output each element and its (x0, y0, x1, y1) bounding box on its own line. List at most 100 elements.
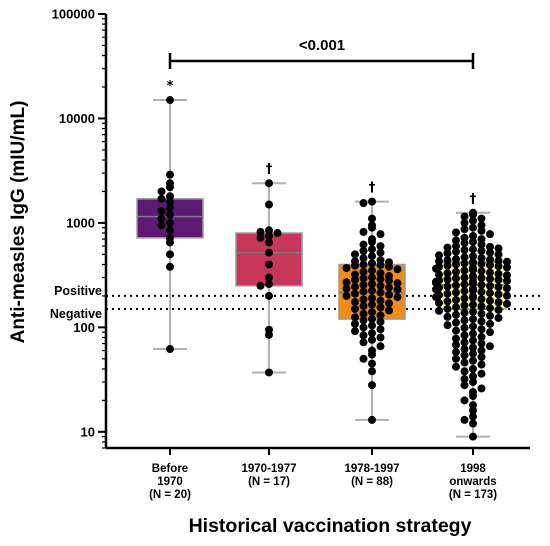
data-point (368, 381, 376, 390)
significance-marker: † (470, 192, 477, 207)
data-point (477, 309, 486, 318)
data-point (452, 362, 460, 371)
data-point (376, 317, 385, 326)
data-point (469, 223, 477, 232)
data-point (443, 304, 452, 313)
data-point (486, 242, 494, 251)
y-axis-title: Anti-measles IgG (mIU/mL) (8, 101, 29, 344)
data-point (359, 338, 368, 347)
data-point (359, 199, 368, 208)
data-point (477, 267, 486, 276)
data-point (368, 214, 376, 223)
data-point (368, 223, 376, 232)
data-point (359, 331, 368, 340)
data-point (351, 289, 359, 298)
data-point (460, 345, 469, 354)
x-axis-title: Historical vaccination strategy (189, 515, 472, 537)
data-point (452, 260, 460, 269)
data-point (452, 318, 460, 327)
data-point (452, 281, 460, 290)
data-point (393, 265, 402, 274)
data-point (166, 226, 174, 235)
data-point (477, 287, 486, 296)
data-point (368, 329, 376, 338)
data-point (477, 332, 486, 341)
data-point (469, 237, 477, 246)
data-point (486, 230, 494, 239)
category-label: Before 1970 (N = 20) (149, 463, 191, 501)
data-point (460, 239, 469, 248)
data-point (486, 296, 494, 305)
data-point (494, 298, 503, 307)
data-point (368, 335, 376, 344)
data-point (477, 235, 486, 244)
data-point (443, 321, 452, 330)
data-point (351, 319, 359, 328)
data-point (503, 284, 511, 293)
y-tick-label: 10000 (59, 111, 95, 126)
data-point (469, 231, 477, 240)
data-point (368, 350, 376, 359)
data-point (460, 308, 469, 317)
data-point (166, 218, 174, 227)
data-point (486, 328, 494, 337)
data-point (376, 242, 385, 251)
data-point (342, 284, 351, 293)
data-point (460, 301, 469, 310)
data-point (166, 345, 174, 354)
data-point (443, 312, 452, 321)
data-point (166, 250, 174, 259)
data-point (265, 248, 273, 257)
data-point (359, 280, 368, 289)
data-point (469, 307, 477, 316)
data-point (351, 282, 359, 291)
data-point (469, 210, 477, 219)
data-point (477, 360, 486, 369)
data-point (368, 266, 376, 275)
data-point (469, 377, 477, 386)
data-point (486, 311, 494, 320)
data-point (265, 238, 273, 247)
data-point (359, 309, 368, 318)
category-label: 1978-1997 (N = 88) (345, 463, 400, 488)
data-point (477, 384, 486, 393)
category-label: 1998 onwards (N = 173) (449, 463, 497, 501)
data-point (494, 250, 503, 259)
data-point (435, 251, 443, 260)
data-point (460, 280, 469, 289)
data-point (494, 256, 503, 265)
data-point (486, 319, 494, 328)
data-point (486, 261, 494, 270)
data-point (460, 396, 469, 405)
data-point (443, 249, 452, 258)
data-point (385, 299, 393, 308)
data-point (443, 275, 452, 284)
reference-label-positive: Positive (54, 284, 102, 298)
data-point (359, 295, 368, 304)
data-point (494, 283, 503, 292)
data-point (368, 197, 376, 206)
data-point (376, 275, 385, 284)
data-point (157, 214, 166, 223)
data-point (435, 270, 443, 279)
data-point (460, 375, 469, 384)
data-point (359, 323, 368, 332)
data-point (452, 348, 460, 357)
data-point (469, 315, 477, 324)
data-point (452, 354, 460, 363)
data-point (486, 281, 494, 290)
data-point (469, 372, 477, 381)
data-point (157, 221, 166, 230)
data-point (477, 273, 486, 282)
data-point (460, 246, 469, 255)
data-point (368, 252, 376, 261)
data-point (469, 245, 477, 254)
data-point (460, 338, 469, 347)
data-point (157, 194, 166, 203)
data-point (494, 275, 503, 284)
data-point (368, 321, 376, 330)
data-point (342, 264, 351, 273)
data-point (157, 187, 166, 196)
data-point (469, 343, 477, 352)
